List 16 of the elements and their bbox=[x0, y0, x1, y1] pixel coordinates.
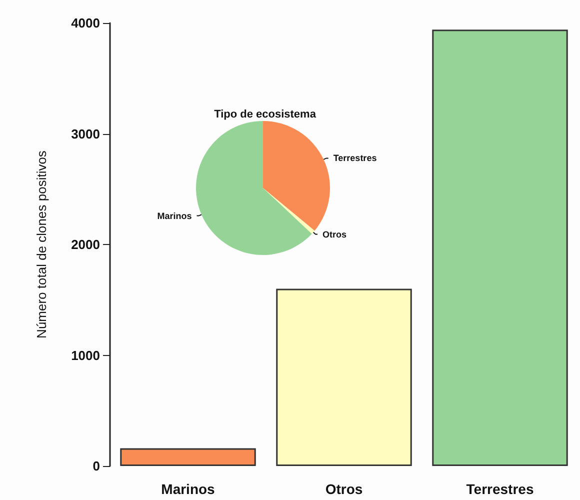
bar bbox=[120, 448, 256, 466]
y-tick-label: 0 bbox=[92, 458, 100, 474]
slice-label: Marinos bbox=[157, 210, 192, 221]
y-tick-label: 1000 bbox=[71, 348, 100, 363]
slice-label: Terrestres bbox=[333, 153, 377, 164]
y-tick-label: 4000 bbox=[71, 16, 100, 30]
y-tick-label: 3000 bbox=[71, 126, 100, 142]
chart-title: Tipo de ecosistema bbox=[214, 108, 317, 120]
x-tick-label: Marinos bbox=[161, 481, 216, 497]
x-tick-label: Terrestres bbox=[466, 481, 534, 497]
bar bbox=[432, 30, 568, 466]
y-axis-title: Número total de clones positivos bbox=[34, 150, 49, 338]
slice-label: Otros bbox=[322, 229, 347, 240]
bar bbox=[276, 288, 412, 466]
x-tick-label: Otros bbox=[325, 481, 363, 497]
y-tick-label: 2000 bbox=[71, 237, 100, 252]
